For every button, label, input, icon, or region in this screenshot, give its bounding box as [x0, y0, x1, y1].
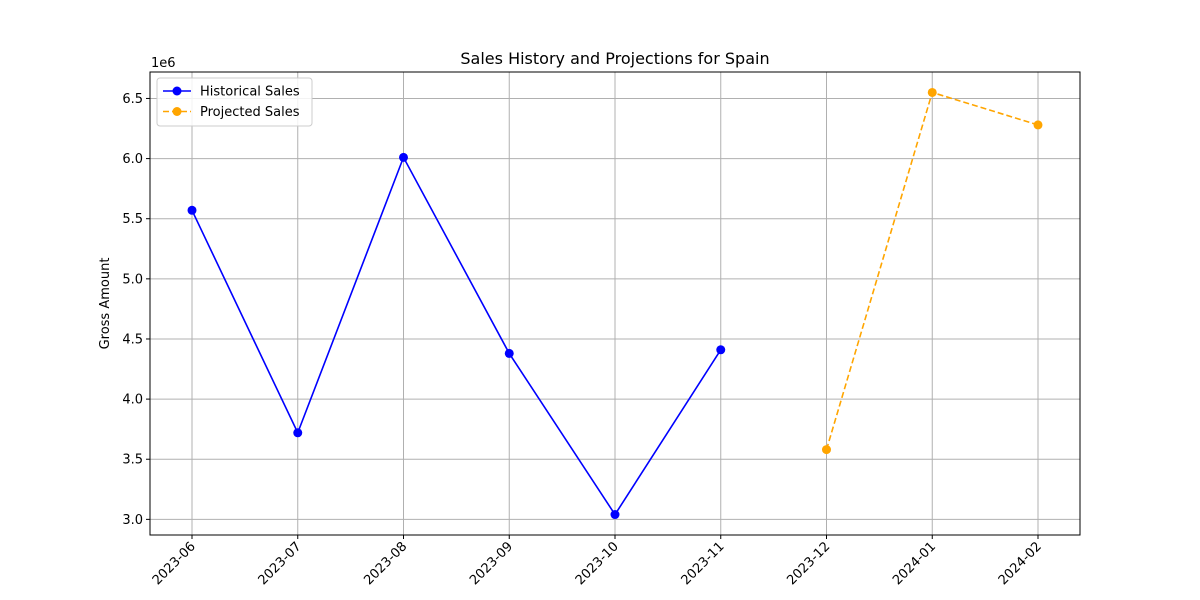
y-tick-label: 6.5	[122, 92, 143, 107]
data-point-marker	[716, 345, 726, 355]
y-tick-label: 4.5	[122, 332, 143, 347]
y-axis-title: Gross Amount	[98, 258, 113, 350]
series-line-historical	[191, 155, 722, 517]
y-tick-label: 3.5	[122, 453, 143, 468]
legend-label: Historical Sales	[200, 85, 300, 100]
y-axis-offset-label: 1e6	[151, 56, 176, 71]
data-point-marker	[927, 87, 937, 97]
chart-title: Sales History and Projections for Spain	[460, 49, 769, 68]
y-tick-label: 5.5	[122, 212, 143, 227]
data-point-marker	[610, 510, 620, 520]
legend-marker-swatch	[172, 86, 182, 96]
y-tick-label: 5.0	[122, 272, 143, 287]
data-point-marker	[187, 205, 197, 215]
y-tick-label: 3.0	[122, 513, 143, 528]
legend-label: Projected Sales	[200, 105, 300, 120]
data-point-marker	[293, 428, 303, 438]
data-point-marker	[822, 445, 831, 455]
data-point-marker	[1033, 120, 1043, 130]
data-point-marker	[399, 152, 408, 162]
series-layer	[187, 87, 1043, 520]
legend-marker-swatch	[172, 107, 182, 116]
y-tick-label: 6.0	[122, 152, 143, 167]
legend-box	[156, 77, 313, 127]
legend: Historical Sales Projected Sales	[156, 77, 313, 127]
grid-lines	[150, 72, 1080, 535]
data-point-marker	[504, 348, 514, 358]
y-tick-label: 4.0	[122, 393, 143, 408]
